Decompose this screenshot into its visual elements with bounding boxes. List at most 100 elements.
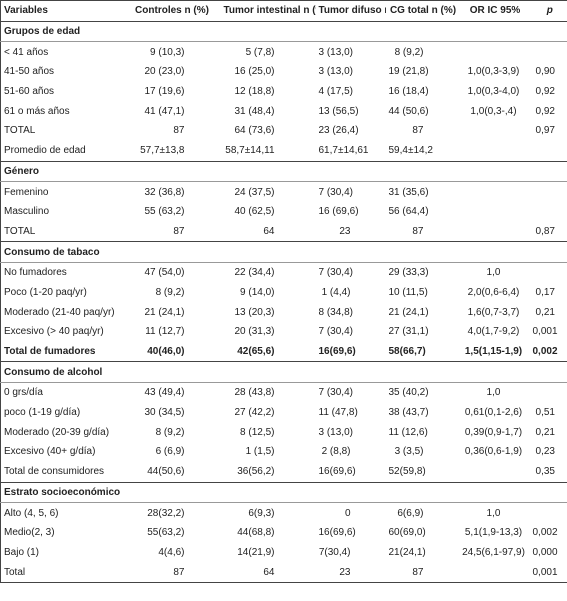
cell: 57,7±13,8	[140, 145, 185, 157]
cell: Total de fumadores	[4, 346, 96, 358]
cell: 6(6,9)	[397, 507, 424, 519]
cell: 28(32,2)	[147, 507, 185, 519]
cell: 55(63,2)	[147, 527, 185, 539]
data-row: Moderado (20-39 g/día) 8 (9,2) 8 (12,5) 3 (…	[1, 422, 567, 442]
cell: 2,0(0,6-6,4)	[467, 286, 520, 298]
data-row: 41-50 años 20 (23,0) 16 (25,0) 3 (13,0) 19 (…	[1, 62, 567, 82]
cell: 8 (12,5)	[240, 426, 275, 438]
data-row: TOTAL 87 64 23 87 0,87	[1, 222, 567, 242]
cell: 4(4,6)	[158, 546, 185, 558]
cell: 9 (10,3)	[150, 46, 185, 58]
cell: 0,002	[532, 346, 558, 358]
cell: 29 (33,3)	[388, 267, 429, 279]
cell: 24,5(6,1-97,9)	[462, 546, 525, 558]
cell: 7 (30,4)	[318, 387, 353, 399]
cell: 16 (25,0)	[234, 66, 275, 78]
cell: 52(59,8)	[388, 466, 426, 478]
data-row: 0 grs/día 43 (49,4) 28 (43,8) 7 (30,4) 35 (4…	[1, 383, 567, 403]
cell: 61,7±14,61	[318, 145, 369, 157]
cell: 17 (19,6)	[144, 86, 185, 98]
cell: 23 (26,4)	[318, 125, 359, 137]
data-row: TOTAL 87 64 (73,6) 23 (26,4) 87 0,97	[1, 121, 567, 141]
cell: 30 (34,5)	[144, 407, 185, 419]
section-row: Consumo de tabaco	[0, 241, 567, 263]
column-header: Tumor intestinal n (%)	[220, 0, 316, 22]
cell: 8 (9,2)	[155, 426, 185, 438]
data-row: Poco (1-20 paq/yr) 8 (9,2) 9 (14,0) 1 (4,4)…	[1, 283, 567, 303]
data-row: 51-60 años 17 (19,6) 12 (18,8) 4 (17,5) 16 (…	[1, 82, 567, 102]
cell: 56 (64,4)	[388, 206, 429, 218]
cell: 27 (42,2)	[234, 407, 275, 419]
cell: 0,21	[535, 306, 555, 318]
cell: 12 (18,8)	[234, 86, 275, 98]
empty-cell	[458, 202, 530, 222]
cell: 2 (8,8)	[321, 446, 351, 458]
cell: 19 (21,8)	[388, 66, 429, 78]
data-row: Moderado (21-40 paq/yr) 21 (24,1) 13 (20,3…	[1, 302, 567, 322]
cell: 9 (14,0)	[240, 286, 275, 298]
cell: 1 (4,4)	[321, 286, 351, 298]
cell: 1,0(0,3-4,0)	[467, 86, 520, 98]
cell: 58(66,7)	[388, 346, 426, 358]
cell: 13 (20,3)	[234, 306, 275, 318]
cell: 20 (31,3)	[234, 326, 275, 338]
cell: 1,0	[486, 387, 501, 399]
empty-cell	[530, 42, 567, 62]
cell: 43 (49,4)	[144, 387, 185, 399]
column-header: Variables	[0, 0, 121, 22]
cell: 16(69,6)	[318, 346, 356, 358]
cell: 0,001	[532, 326, 558, 338]
cell: 11 (47,8)	[318, 407, 358, 419]
cell: 44(50,6)	[147, 466, 185, 478]
cell: 0,000	[532, 546, 558, 558]
cell: 7(30,4)	[318, 546, 351, 558]
cell: Poco (1-20 paq/yr)	[4, 286, 87, 298]
empty-cell	[458, 121, 530, 141]
cell: 1,6(0,7-3,7)	[467, 306, 520, 318]
data-row: Femenino 32 (36,8) 24 (37,5) 7 (30,4) 31 (35…	[1, 182, 567, 202]
cell: 1,0(0,3-3,9)	[467, 66, 520, 78]
cell: 11 (12,6)	[388, 426, 428, 438]
data-row: Total de fumadores 40(46,0) 42(65,6) 16(69,…	[1, 342, 567, 362]
cell: 87	[412, 225, 424, 237]
cell: 44 (50,6)	[388, 105, 429, 117]
cell: Promedio de edad	[4, 145, 86, 157]
cell: 20 (23,0)	[144, 66, 185, 78]
cell: 32 (36,8)	[144, 186, 185, 198]
cell: 0,002	[532, 527, 558, 539]
section-row: Grupos de edad	[0, 20, 567, 43]
table-body: Grupos de edad < 41 años 9 (10,3) 5 (7,8) 3 …	[0, 20, 567, 582]
cell: 87	[173, 225, 185, 237]
cell: 14(21,9)	[237, 546, 275, 558]
cell: 58,7±14,11	[225, 145, 275, 157]
cell: poco (1-19 g/día)	[4, 407, 81, 419]
section-row: Género	[0, 160, 567, 183]
cell: 0,61(0,1-2,6)	[464, 407, 523, 419]
cell: 0,36(0,6-1,9)	[464, 446, 523, 458]
column-header: CG total n (%)	[385, 0, 458, 22]
cell: 7 (30,4)	[318, 267, 353, 279]
cell: 11 (12,7)	[145, 326, 185, 338]
cell: Femenino	[4, 186, 49, 198]
cell: 64	[263, 566, 275, 578]
empty-cell	[530, 262, 567, 282]
column-header: Tumor difuso n (%)	[315, 0, 386, 22]
cell: 87	[173, 125, 185, 137]
empty-cell	[530, 202, 567, 222]
cell: 87	[173, 566, 185, 578]
cell: 6(9,3)	[248, 507, 275, 519]
cell: 38 (43,7)	[388, 407, 429, 419]
cell: 0,97	[535, 125, 555, 137]
empty-cell	[458, 462, 530, 482]
empty-cell	[458, 42, 530, 62]
cell: 3 (3,5)	[394, 446, 424, 458]
cell: Moderado (21-40 paq/yr)	[4, 306, 115, 318]
data-row: < 41 años 9 (10,3) 5 (7,8) 3 (13,0) 8 (9,2)	[1, 42, 567, 62]
cell: 64	[263, 225, 275, 237]
section-row: Consumo de alcohol	[0, 361, 567, 384]
cell: 8 (9,2)	[394, 46, 424, 58]
cell: 27 (31,1)	[388, 326, 429, 338]
cell: Total	[4, 566, 26, 578]
cell: Alto (4, 5, 6)	[4, 507, 59, 519]
